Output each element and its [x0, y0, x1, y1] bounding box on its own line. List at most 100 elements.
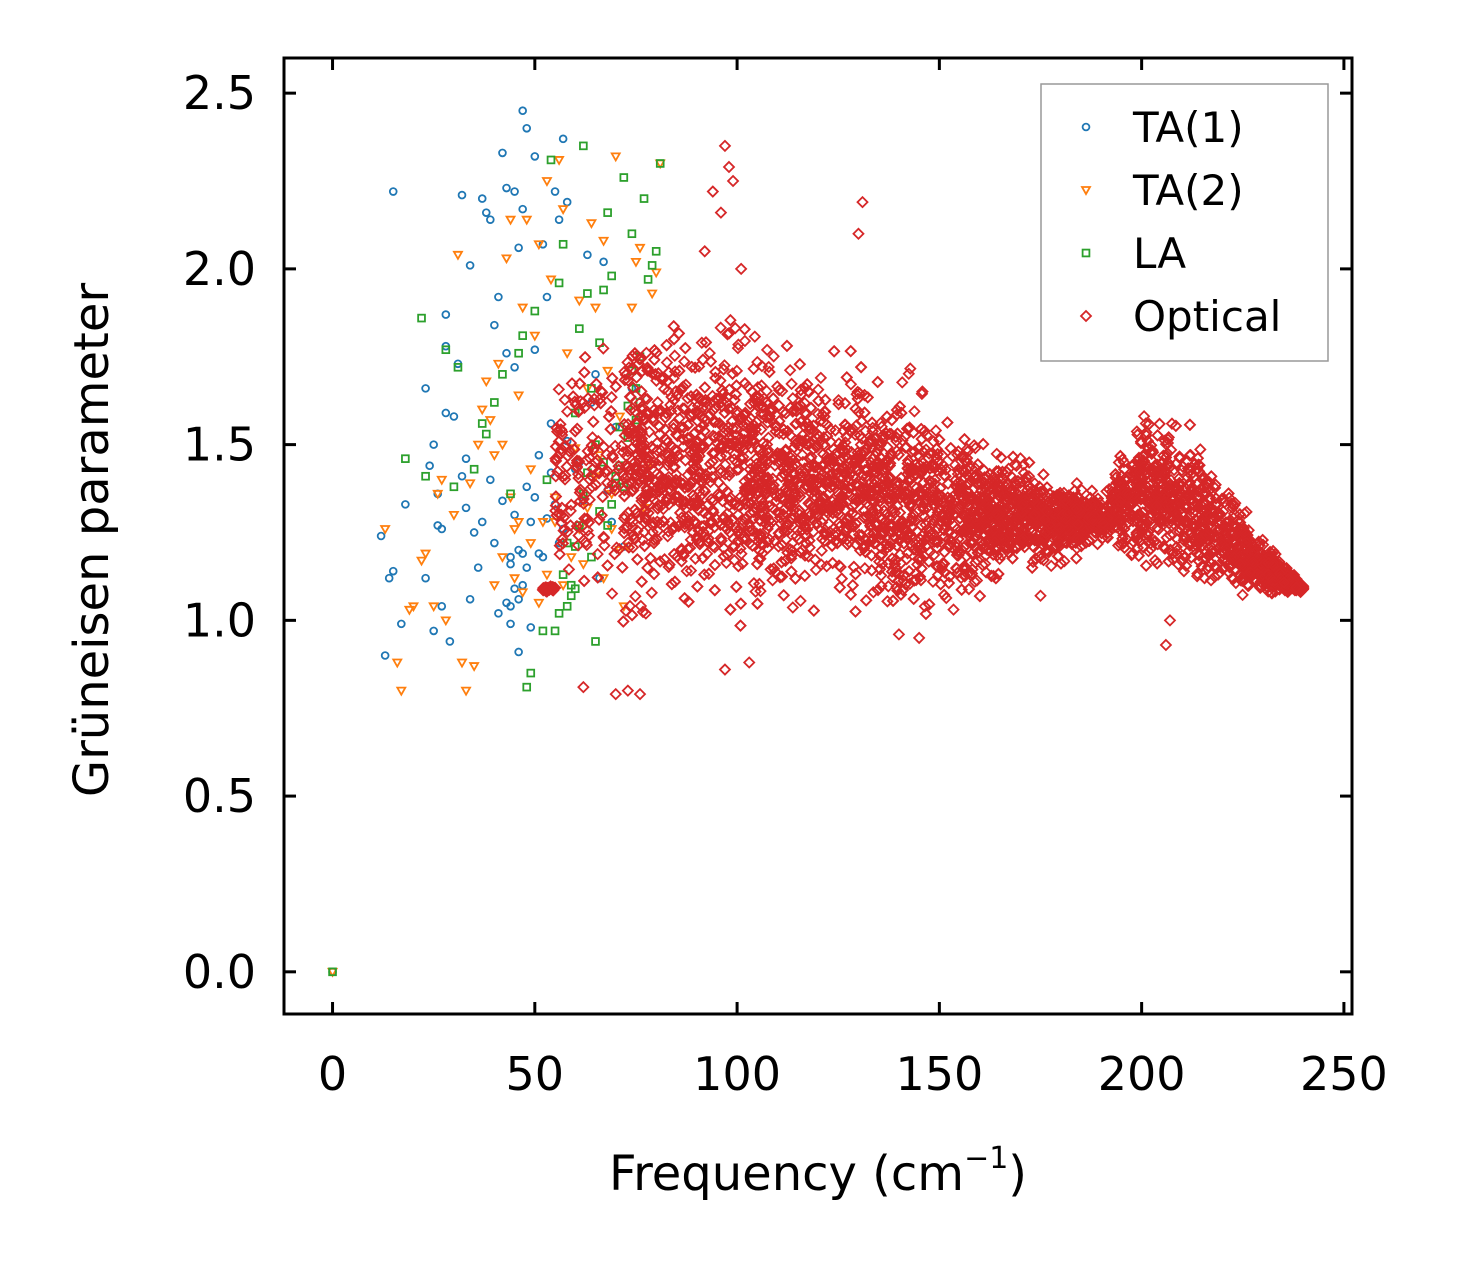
data-point: [468, 662, 480, 672]
data-point: [560, 405, 574, 418]
data-point: [522, 482, 532, 492]
data-point: [518, 204, 527, 214]
data-point: [904, 362, 917, 375]
data-point: [441, 310, 451, 319]
data-point: [522, 563, 532, 572]
data-point: [586, 431, 599, 444]
data-point: [585, 219, 598, 230]
data-point: [640, 392, 654, 406]
data-point: [939, 591, 953, 605]
data-point: [874, 416, 887, 430]
data-point: [618, 522, 631, 535]
data-point: [564, 504, 577, 518]
data-point: [456, 658, 468, 669]
data-point: [525, 539, 537, 549]
data-point: [738, 492, 751, 506]
data-point: [506, 552, 515, 562]
data-point: [929, 424, 943, 437]
data-point: [599, 257, 608, 267]
data-point: [608, 439, 622, 453]
data-point: [598, 236, 610, 247]
data-point: [814, 371, 828, 385]
data-point: [807, 525, 820, 539]
data-point: [494, 609, 503, 618]
data-point: [575, 324, 584, 333]
data-point: [484, 416, 496, 426]
data-point: [849, 509, 862, 522]
data-point: [1162, 522, 1176, 536]
data-point: [554, 278, 564, 288]
data-point: [591, 637, 600, 646]
data-point: [645, 586, 659, 600]
data-point: [384, 573, 394, 583]
data-point: [621, 356, 634, 369]
data-point: [440, 616, 452, 627]
data-point: [628, 404, 642, 418]
data-point: [421, 573, 430, 583]
data-point: [465, 594, 475, 604]
data-point: [1160, 531, 1173, 544]
data-point: [472, 440, 484, 451]
data-point: [514, 545, 523, 555]
data-point: [785, 377, 798, 391]
data-point: [1017, 458, 1030, 472]
data-point: [461, 454, 471, 463]
data-point: [829, 424, 842, 437]
data-point: [509, 574, 521, 584]
data-point: [1238, 507, 1251, 520]
data-point: [661, 384, 675, 398]
data-point: [488, 451, 500, 461]
data-point: [514, 243, 523, 253]
data-point: [518, 331, 527, 340]
data-point: [401, 500, 410, 509]
data-point: [858, 562, 872, 575]
data-point: [573, 296, 585, 307]
data-point: [498, 148, 507, 158]
data-point: [643, 275, 653, 284]
data-point: [496, 440, 509, 451]
data-point: [970, 574, 984, 587]
data-point: [380, 651, 390, 660]
data-point: [510, 187, 519, 196]
data-point: [558, 134, 568, 144]
data-point: [688, 361, 702, 374]
data-point: [498, 370, 507, 379]
data-point: [679, 454, 692, 467]
data-point: [606, 449, 619, 462]
data-point: [607, 271, 616, 281]
series-optical: [536, 139, 1310, 701]
data-point: [558, 239, 568, 249]
data-point: [598, 539, 611, 552]
data-point: [714, 321, 728, 334]
data-point: [655, 159, 665, 168]
data-point: [583, 250, 592, 260]
data-point: [948, 458, 962, 472]
data-point: [935, 560, 949, 574]
data-point: [465, 261, 475, 270]
data-point: [449, 412, 459, 421]
data-point: [550, 187, 560, 196]
data-point: [514, 348, 523, 358]
data-point: [328, 967, 337, 977]
data-point: [473, 563, 483, 572]
data-point: [521, 215, 533, 226]
data-point: [557, 581, 569, 592]
data-point: [534, 450, 544, 460]
data-point: [553, 156, 565, 166]
data-point: [425, 461, 434, 471]
data-point: [554, 215, 564, 224]
data-point: [388, 187, 398, 196]
data-point: [1130, 425, 1144, 438]
data-point: [796, 448, 809, 462]
data-point: [486, 475, 495, 485]
data-point: [751, 355, 764, 369]
data-point: [651, 499, 665, 512]
data-point: [626, 303, 638, 314]
data-point: [651, 247, 661, 256]
data-point: [1130, 526, 1143, 540]
data-point: [449, 482, 459, 492]
data-point: [920, 429, 934, 442]
data-point: [522, 123, 532, 133]
data-point: [525, 465, 537, 476]
data-point: [506, 489, 515, 499]
